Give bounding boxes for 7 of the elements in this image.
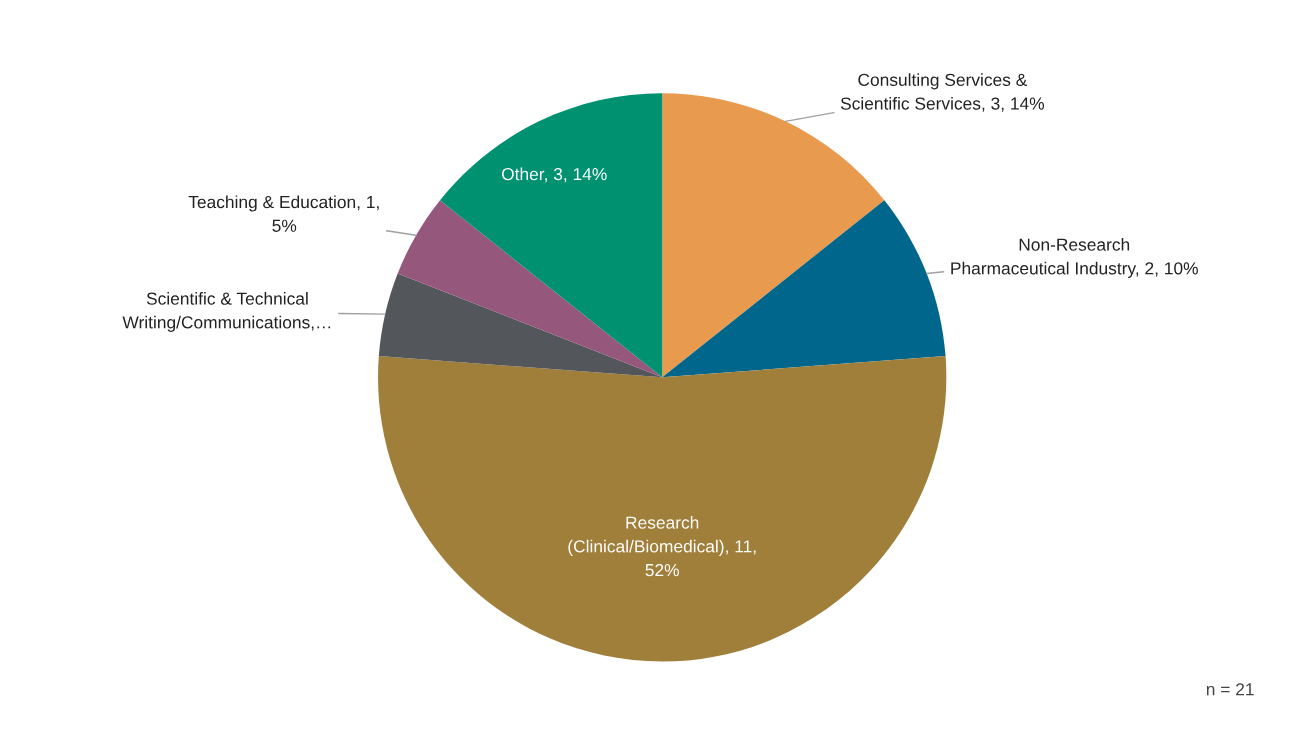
slice-label: Consulting Services & Scientific Services, 3, 14% bbox=[840, 73, 1045, 112]
slice-label: Research (Clinical/Biomedical), 11, 52% bbox=[568, 516, 756, 577]
slice-label: Scientific & Technical Writing/Communications,… bbox=[122, 292, 331, 332]
text: n = 21 bbox=[1206, 683, 1254, 696]
slice-label: Other, 3, 14% bbox=[501, 167, 607, 183]
slice-label: Teaching & Education, 1, 5% bbox=[188, 195, 379, 232]
slice-label: Non-Research Pharmaceutical Industry, 2, 10% bbox=[951, 238, 1198, 278]
